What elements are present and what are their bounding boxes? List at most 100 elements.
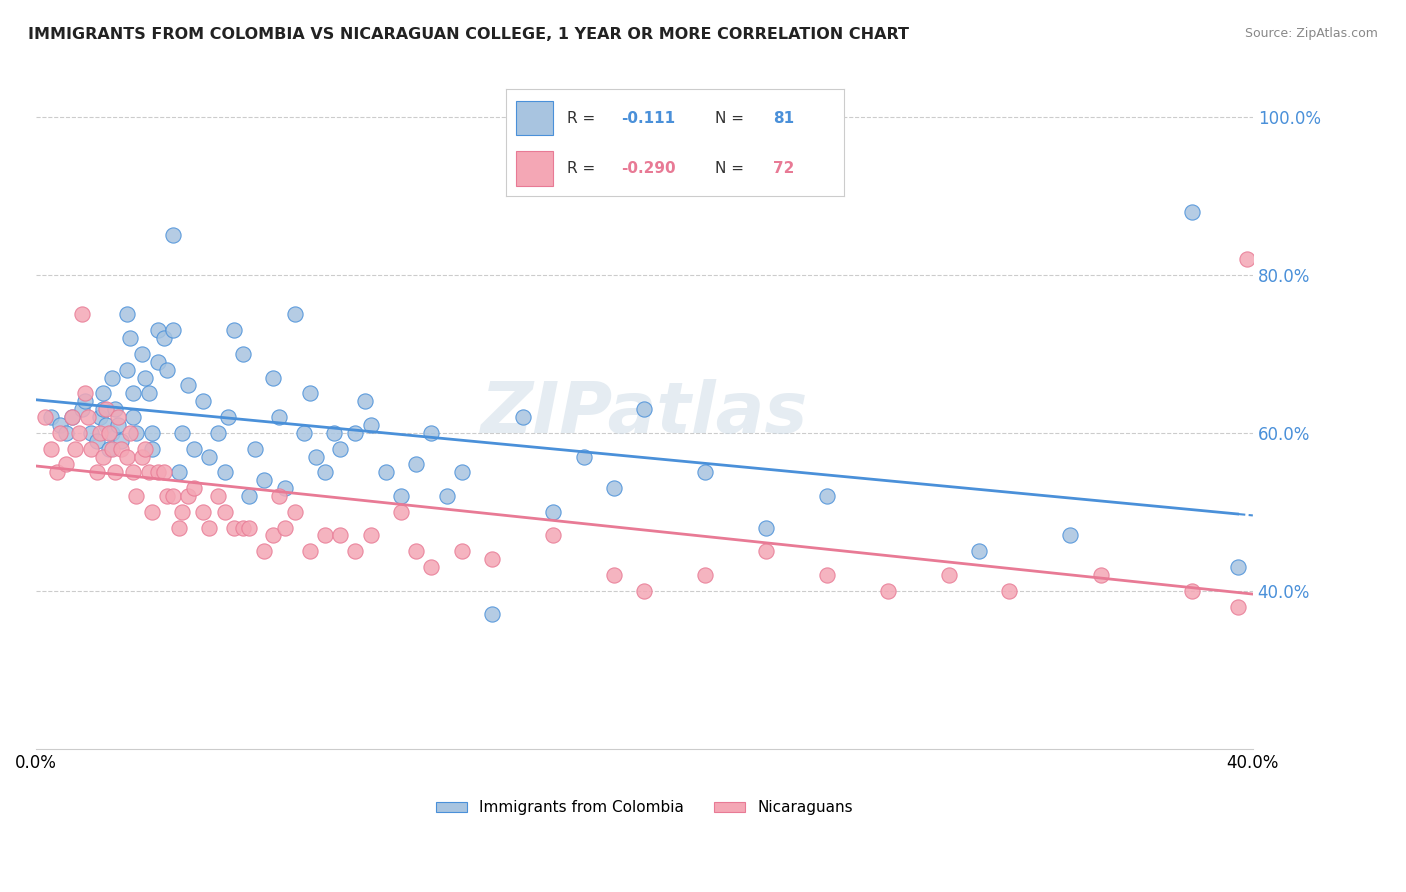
Point — [162, 323, 184, 337]
Point — [243, 442, 266, 456]
Point — [91, 386, 114, 401]
Point — [62, 410, 84, 425]
Text: 72: 72 — [773, 161, 794, 176]
Text: Source: ZipAtlas.com: Source: ZipAtlas.com — [1244, 27, 1378, 40]
Point — [94, 417, 117, 432]
Point — [938, 568, 960, 582]
Point — [146, 355, 169, 369]
Point — [101, 370, 124, 384]
Point — [94, 402, 117, 417]
Text: IMMIGRANTS FROM COLOMBIA VS NICARAGUAN COLLEGE, 1 YEAR OR MORE CORRELATION CHART: IMMIGRANTS FROM COLOMBIA VS NICARAGUAN C… — [28, 27, 910, 42]
Point — [167, 465, 190, 479]
Point — [389, 489, 412, 503]
Point — [1059, 528, 1081, 542]
Point — [232, 520, 254, 534]
Point — [450, 465, 472, 479]
Point — [177, 489, 200, 503]
Point — [193, 505, 215, 519]
Point — [344, 425, 367, 440]
Point — [70, 402, 93, 417]
Point — [162, 489, 184, 503]
Point — [73, 394, 96, 409]
Point — [120, 331, 142, 345]
Point — [292, 425, 315, 440]
Point — [238, 489, 260, 503]
Point — [183, 442, 205, 456]
Point — [125, 489, 148, 503]
Point — [269, 489, 291, 503]
Point — [214, 465, 236, 479]
Point — [70, 307, 93, 321]
Point — [89, 410, 111, 425]
Point — [101, 425, 124, 440]
Point — [405, 458, 427, 472]
Point — [89, 425, 111, 440]
Point — [1226, 599, 1249, 614]
Point — [420, 425, 443, 440]
Point — [107, 410, 129, 425]
Point — [1181, 204, 1204, 219]
Point — [353, 394, 375, 409]
Point — [55, 458, 77, 472]
Point — [134, 370, 156, 384]
Point — [298, 544, 321, 558]
Point — [1090, 568, 1112, 582]
Point — [141, 442, 163, 456]
Legend: Immigrants from Colombia, Nicaraguans: Immigrants from Colombia, Nicaraguans — [430, 795, 859, 822]
Point — [481, 552, 503, 566]
Point — [217, 410, 239, 425]
Point — [232, 347, 254, 361]
Point — [67, 425, 90, 440]
Point — [122, 386, 145, 401]
Point — [253, 473, 276, 487]
Text: 81: 81 — [773, 111, 794, 126]
FancyBboxPatch shape — [516, 152, 554, 186]
Point — [39, 442, 62, 456]
Point — [512, 410, 534, 425]
Point — [305, 450, 328, 464]
Point — [76, 410, 98, 425]
Point — [876, 583, 898, 598]
Point — [541, 505, 564, 519]
Point — [91, 402, 114, 417]
Point — [55, 425, 77, 440]
Text: N =: N = — [716, 111, 749, 126]
Point — [214, 505, 236, 519]
Point — [815, 489, 838, 503]
FancyBboxPatch shape — [516, 101, 554, 136]
Point — [603, 568, 626, 582]
Point — [283, 505, 305, 519]
Point — [156, 362, 179, 376]
Point — [207, 425, 229, 440]
Point — [122, 465, 145, 479]
Point — [39, 410, 62, 425]
Point — [198, 520, 221, 534]
Point — [170, 505, 193, 519]
Point — [298, 386, 321, 401]
Point — [91, 450, 114, 464]
Point — [131, 347, 153, 361]
Point — [62, 410, 84, 425]
Text: R =: R = — [567, 111, 600, 126]
Point — [115, 362, 138, 376]
Point — [374, 465, 396, 479]
Point — [141, 505, 163, 519]
Point — [481, 607, 503, 622]
Point — [755, 544, 778, 558]
Point — [633, 583, 655, 598]
Point — [633, 402, 655, 417]
Point — [125, 425, 148, 440]
Text: N =: N = — [716, 161, 749, 176]
Point — [405, 544, 427, 558]
Point — [49, 425, 72, 440]
Point — [97, 425, 120, 440]
Point — [314, 528, 336, 542]
Point — [329, 528, 352, 542]
Point — [183, 481, 205, 495]
Point — [46, 465, 69, 479]
Point — [541, 528, 564, 542]
Point — [323, 425, 346, 440]
Point — [80, 425, 103, 440]
Point — [73, 386, 96, 401]
Point — [572, 450, 595, 464]
